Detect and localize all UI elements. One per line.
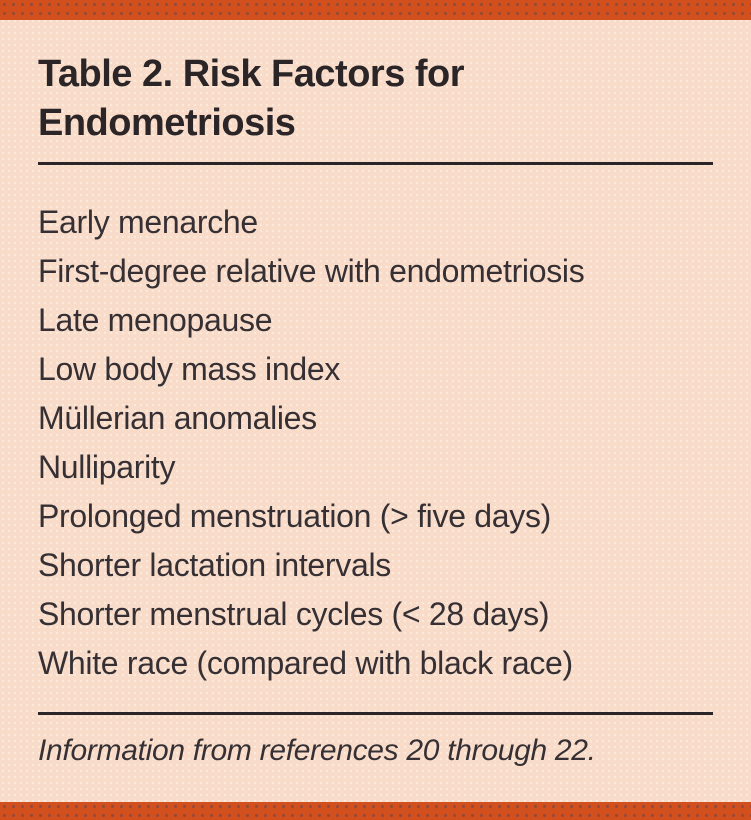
footnote: Information from references 20 through 2… [38, 734, 596, 767]
table-content: Table 2. Risk Factors for Endometriosis … [38, 53, 713, 767]
accent-bar-bottom [0, 802, 751, 820]
risk-factor-item: Shorter lactation intervals [38, 547, 391, 583]
risk-factor-item: Late menopause [38, 302, 273, 338]
risk-factor-item: Nulliparity [38, 449, 176, 485]
risk-factor-list: Early menarche First-degree relative with… [38, 165, 713, 688]
risk-factor-item: White race (compared with black race) [38, 645, 573, 681]
title-divider [38, 162, 713, 165]
risk-factor-item: Low body mass index [38, 351, 341, 387]
risk-factor-item: Prolonged menstruation (> five days) [38, 498, 552, 534]
accent-bar-top [0, 0, 751, 20]
risk-factor-item: Müllerian anomalies [38, 400, 317, 436]
risk-factor-item: Shorter menstrual cycles (< 28 days) [38, 596, 550, 632]
risk-factor-item: First-degree relative with endometriosis [38, 253, 585, 289]
risk-factor-item: Early menarche [38, 204, 258, 240]
footnote-divider [38, 712, 713, 715]
table-title: Table 2. Risk Factors for Endometriosis [38, 53, 465, 144]
